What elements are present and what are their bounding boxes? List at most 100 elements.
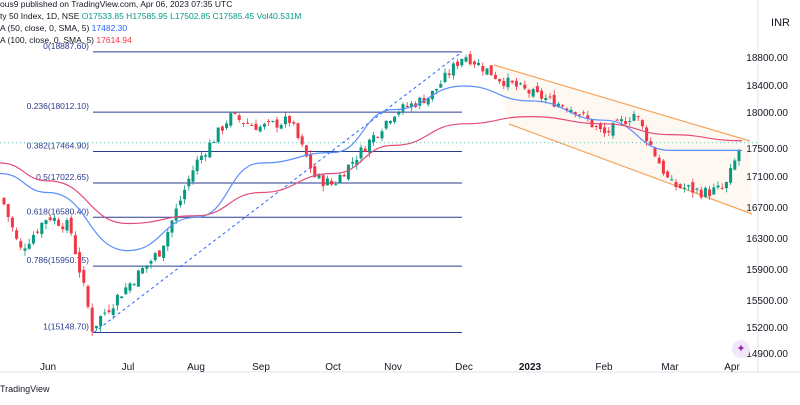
candle-body [708,189,712,197]
candle-body [699,189,703,198]
x-axis-tick-label: Apr [724,362,740,373]
candle-body [493,74,497,79]
candle-body [573,111,577,115]
magic-wand-icon[interactable]: ✦ [732,340,750,358]
ma100-legend[interactable]: A (100, close, 0, SMA, 5) 17614.94 [0,34,132,46]
candle-body [128,283,132,291]
candle-body [212,142,216,144]
candle-body [376,136,380,138]
fib-level-label: 0.786(15950.75) [27,255,90,265]
candle-body [598,123,602,130]
candle-body [720,187,724,189]
channel-lower-line[interactable] [508,123,753,215]
candle-body [94,325,98,329]
candle-body [687,185,691,187]
candle-body [52,217,56,221]
candle-body [401,104,405,112]
ma50-legend[interactable]: A (50, close, 0, SMA, 5) 17482.30 [0,22,127,34]
candle-body [615,119,619,121]
x-axis-tick-label: Sep [252,362,270,373]
fib-trend-line[interactable] [93,51,463,333]
y-axis-tick-label: 18400.00 [746,81,788,92]
candle-body [107,310,111,313]
candle-body [111,308,115,315]
candle-body [10,217,14,228]
candle-body [355,159,359,166]
candle-body [388,120,392,124]
candle-body [712,187,716,195]
candle-body [65,220,69,231]
ma50-legend-value: 17482.30 [91,23,128,33]
ohlc-values: O17533.85 H17585.95 L17502.85 C17585.45 … [81,11,302,21]
candle-body [115,294,119,306]
candle-body [166,232,170,247]
candle-body [124,287,128,295]
candle-body [477,62,481,66]
candle-body [380,131,384,139]
ma50-line[interactable] [0,85,742,252]
fib-level-label: 0.5(17022.65) [36,172,89,182]
candle-body [531,89,535,97]
candle-body [132,284,136,286]
candle-body [292,122,296,124]
candle-body [363,148,367,152]
candle-body [678,184,682,188]
candle-body [157,250,161,257]
fib-level-label: 1(15148.70) [43,321,89,331]
y-axis-tick-label: 16700.00 [746,203,788,214]
candle-body [220,126,224,131]
candle-body [397,112,401,115]
candle-body [703,187,707,198]
fib-level-label: 0.236(18012.10) [27,101,90,111]
candle-body [451,63,455,76]
candle-body [296,123,300,138]
candle-body [183,189,187,200]
candle-body [120,296,124,299]
candle-body [435,88,439,91]
candle-body [216,127,220,142]
candle-body [653,147,657,157]
candle-body [523,84,527,89]
candle-body [254,123,258,130]
candle-body [321,175,325,187]
candle-body [519,83,523,85]
candle-body [464,57,468,62]
candle-body [90,307,94,332]
channel-upper-line[interactable] [493,64,751,142]
candle-body [23,248,27,251]
publisher-text: ous9 published on TradingView.com, Apr 0… [0,0,233,9]
candle-body [552,94,556,107]
symbol-text: ty 50 Index, 1D, NSE [0,11,80,21]
candle-body [208,142,212,158]
y-axis-tick-label: 18000.00 [746,108,788,119]
candle-body [649,141,653,145]
ma100-line[interactable] [0,115,743,225]
candle-body [86,286,90,307]
y-axis-tick-label: 16300.00 [746,234,788,245]
candle-body [73,235,77,255]
candle-body [367,139,371,153]
candle-body [145,265,149,269]
candle-body [456,61,460,67]
candle-body [632,114,636,121]
candle-body [27,243,31,249]
candle-body [44,220,48,224]
candle-body [262,123,266,127]
candle-body [514,80,518,87]
candle-body [628,121,632,123]
fib-level-label: 0.618(16580.40) [27,206,90,216]
x-axis-tick-label: Oct [325,362,341,373]
candle-body [724,182,728,189]
currency-label: INR [771,17,790,29]
tradingview-brand[interactable]: TradingView [0,384,50,394]
candle-body [338,174,342,184]
publisher-line: ous9 published on TradingView.com, Apr 0… [0,0,232,10]
candle-body [342,174,346,177]
candle-body [506,77,510,88]
candle-body [498,79,502,82]
candle-body [57,219,61,226]
candle-body [334,184,338,186]
candle-body [619,119,623,122]
